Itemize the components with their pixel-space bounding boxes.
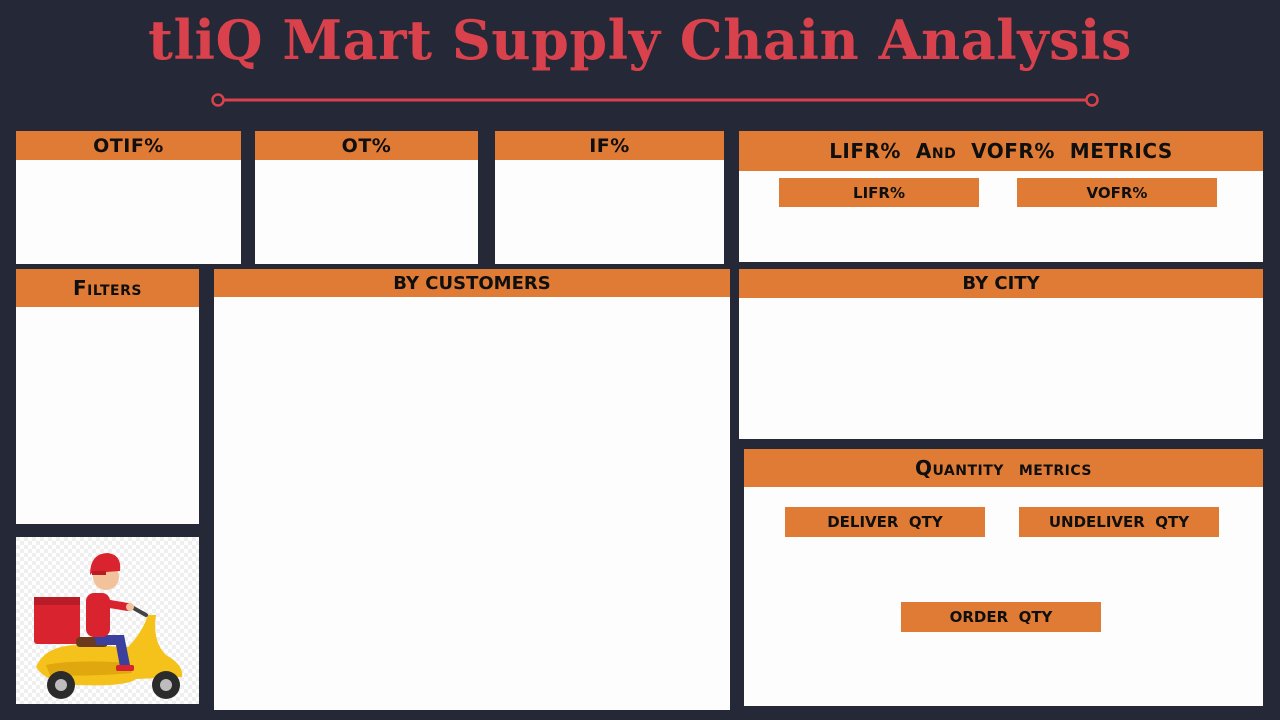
- by-customers-panel[interactable]: BY CUSTOMERS: [214, 269, 730, 710]
- quantity-metrics-header: Quantity metrics: [744, 449, 1263, 487]
- ot-card: OT%: [255, 131, 478, 264]
- deliver-qty-label: DELIVER QTY: [785, 507, 985, 537]
- quantity-metrics-card: Quantity metrics DELIVER QTY UNDELIVER Q…: [744, 449, 1263, 706]
- if-card: IF%: [495, 131, 724, 264]
- if-header: IF%: [495, 131, 724, 160]
- otif-card: OTIF%: [16, 131, 241, 264]
- vofr-label: VOFR%: [1017, 178, 1217, 207]
- lifr-vofr-header: LIFR% And VOFR% METRICS: [739, 131, 1263, 171]
- filters-panel[interactable]: Filters: [16, 269, 199, 524]
- otif-header: OTIF%: [16, 131, 241, 160]
- title-divider-icon: [211, 93, 1099, 107]
- lifr-vofr-card: LIFR% And VOFR% METRICS LIFR% VOFR%: [739, 131, 1263, 262]
- delivery-logo: [16, 537, 199, 704]
- by-city-header: BY CITY: [739, 269, 1263, 298]
- filters-header: Filters: [16, 269, 199, 307]
- ot-header: OT%: [255, 131, 478, 160]
- by-customers-header: BY CUSTOMERS: [214, 269, 730, 297]
- by-city-panel[interactable]: BY CITY: [739, 269, 1263, 439]
- delivery-scooter-icon: [16, 537, 199, 704]
- lifr-label: LIFR%: [779, 178, 979, 207]
- undeliver-qty-label: UNDELIVER QTY: [1019, 507, 1219, 537]
- order-qty-label: ORDER QTY: [901, 602, 1101, 632]
- dashboard-title: tliQ Mart Supply Chain Analysis: [148, 8, 1132, 72]
